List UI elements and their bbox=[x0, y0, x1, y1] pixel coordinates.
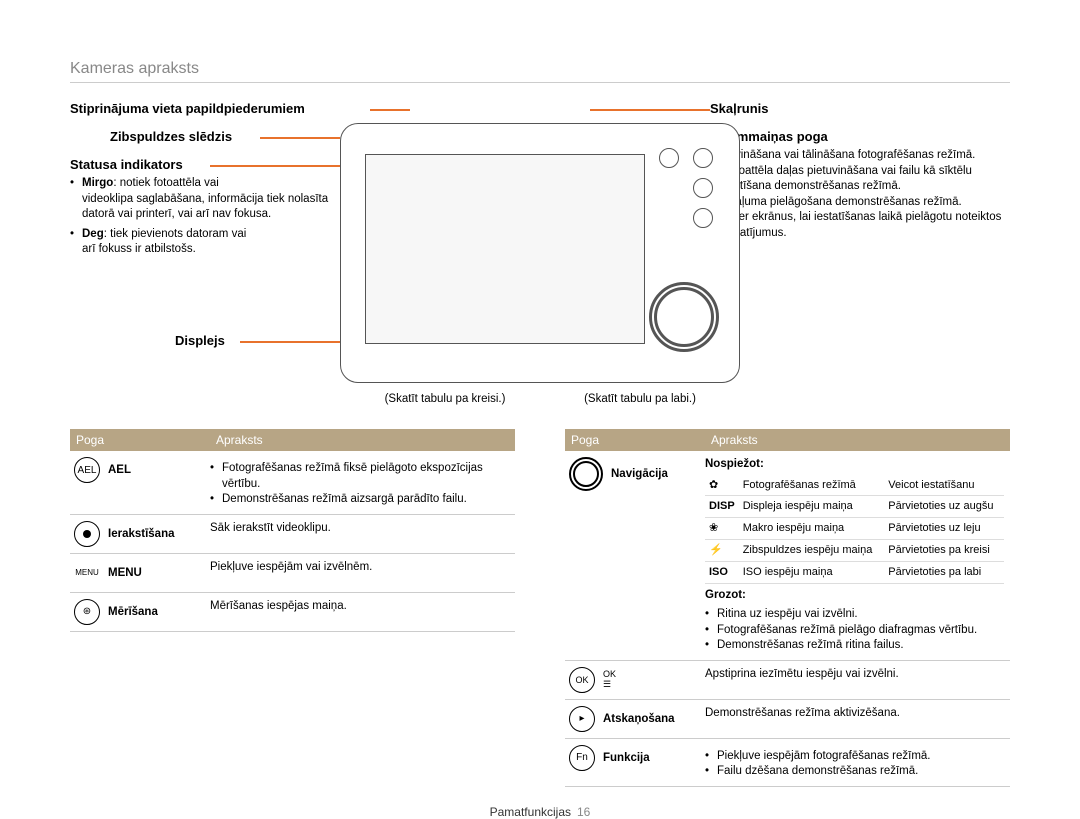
row-meter-desc: Mērīšanas iespējas maiņa. bbox=[210, 599, 515, 615]
menu-icon: MENU bbox=[74, 560, 100, 586]
row-nav-name: Navigācija bbox=[611, 468, 668, 480]
row-menu-desc: Piekļuve iespējām vai izvēlnēm. bbox=[210, 560, 515, 576]
ok-icon: OK bbox=[569, 667, 595, 693]
th-poga: Poga bbox=[70, 429, 210, 451]
row-ok-desc: Apstiprina iezīmētu iespēju vai izvēlni. bbox=[705, 667, 1010, 683]
nav-inner-table: ✿Fotografēšanas režīmāVeicot iestatīšanu… bbox=[705, 475, 1004, 584]
ael-icon: AEL bbox=[74, 457, 100, 483]
row-fn-d1: Piekļuve iespējām fotografēšanas režīmā. bbox=[705, 749, 1004, 765]
row-menu-name: MENU bbox=[108, 567, 142, 579]
caption-left: (Skatīt tabulu pa kreisi.) bbox=[350, 393, 540, 405]
label-accessory: Stiprinājuma vieta papildpiederumiem bbox=[70, 101, 305, 116]
nav-dial-icon bbox=[569, 457, 603, 491]
row-ael-desc2: Demonstrēšanas režīmā aizsargā parādīto … bbox=[210, 492, 509, 508]
row-fn-d2: Failu dzēšana demonstrēšanas režīmā. bbox=[705, 764, 1004, 780]
row-rec-name: Ierakstīšana bbox=[108, 528, 175, 540]
status-bullets: AELMirgo: notiek fotoattēla vai bbox=[70, 176, 350, 192]
label-speaker: Skaļrunis bbox=[710, 101, 769, 116]
row-rec-desc: Sāk ierakstīt videoklipu. bbox=[210, 521, 515, 537]
row-fn-name: Funkcija bbox=[603, 752, 650, 764]
meter-icon: ⊛ bbox=[74, 599, 100, 625]
nav-press-label: Nospiežot: bbox=[705, 457, 1004, 473]
button-tables: Poga Apraksts AEL AEL Fotografēšanas rež… bbox=[70, 429, 1010, 787]
row-ael-desc1: Fotografēšanas režīmā fiksē pielāgoto ek… bbox=[210, 461, 509, 492]
record-icon bbox=[74, 521, 100, 547]
status-sub1: videoklipa saglabāšana, informācija tiek… bbox=[70, 192, 350, 223]
label-display: Displejs bbox=[175, 333, 225, 348]
play-icon: ▸ bbox=[569, 706, 595, 732]
th-apraksts-r: Apraksts bbox=[705, 429, 1010, 451]
nav-rotate-label: Grozot: bbox=[705, 588, 1004, 604]
label-status: Statusa indikators bbox=[70, 157, 183, 172]
camera-illustration bbox=[340, 123, 740, 383]
zoom-bullets: Tuvināšana vai tālināšana fotografēšanas… bbox=[710, 148, 1010, 241]
camera-diagram: Stiprinājuma vieta papildpiederumiem Zib… bbox=[70, 93, 1010, 423]
caption-right: (Skatīt tabulu pa labi.) bbox=[550, 393, 730, 405]
row-ael-name: AEL bbox=[108, 464, 131, 476]
th-poga-r: Poga bbox=[565, 429, 705, 451]
row-play-name: Atskaņošana bbox=[603, 713, 675, 725]
status-sub2: arī fokuss ir atbilstošs. bbox=[70, 242, 350, 258]
status-bullets-2: Deg: tiek pievienots datoram vai bbox=[70, 227, 350, 243]
right-table: Poga Apraksts Navigācija Nospiežot: ✿Fot… bbox=[565, 429, 1010, 787]
row-play-desc: Demonstrēšanas režīma aktivizēšana. bbox=[705, 706, 1010, 722]
fn-icon: Fn bbox=[569, 745, 595, 771]
page-footer: Pamatfunkcijas16 bbox=[70, 805, 1010, 819]
page-title: Kameras apraksts bbox=[70, 60, 1010, 83]
th-apraksts: Apraksts bbox=[210, 429, 515, 451]
label-flash: Zibspuldzes slēdzis bbox=[110, 129, 232, 144]
row-meter-name: Mērīšana bbox=[108, 606, 158, 618]
left-table: Poga Apraksts AEL AEL Fotografēšanas rež… bbox=[70, 429, 515, 787]
